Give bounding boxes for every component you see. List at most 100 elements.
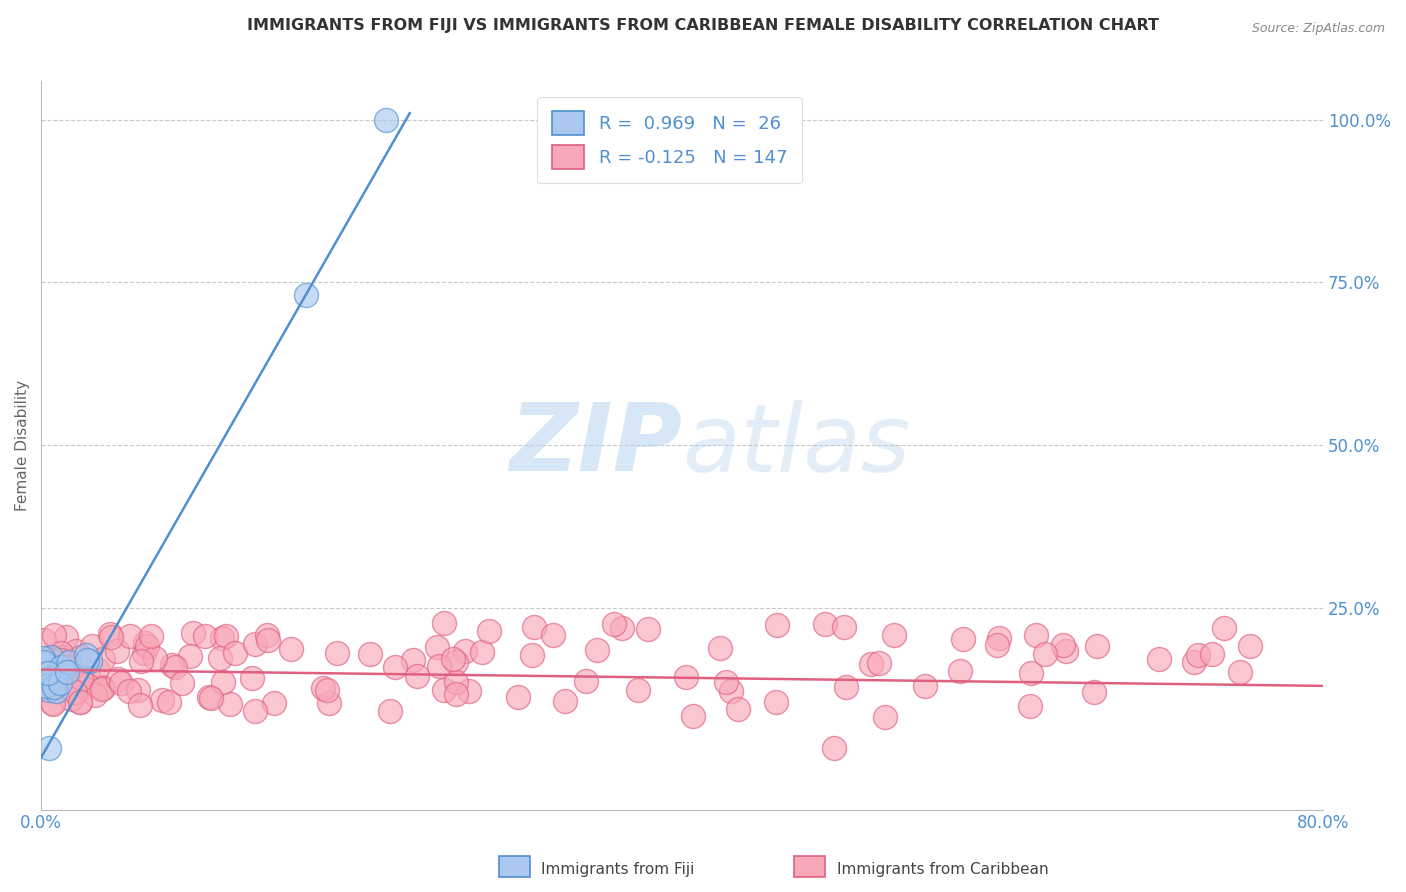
- Point: [91, 652, 114, 666]
- Legend: R =  0.969   N =  26, R = -0.125   N = 147: R = 0.969 N = 26, R = -0.125 N = 147: [537, 97, 801, 183]
- Point: [823, 740, 845, 755]
- Point: [883, 628, 905, 642]
- Point: [42, 675, 65, 690]
- Point: [384, 660, 406, 674]
- Point: [129, 698, 152, 712]
- Point: [402, 653, 425, 667]
- Point: [41, 696, 63, 710]
- Point: [766, 618, 789, 632]
- Point: [727, 702, 749, 716]
- Point: [49, 676, 72, 690]
- Point: [39, 671, 62, 685]
- Point: [457, 684, 479, 698]
- Point: [869, 656, 891, 670]
- Point: [75, 648, 97, 662]
- Point: [444, 687, 467, 701]
- Point: [120, 629, 142, 643]
- Point: [194, 629, 217, 643]
- Point: [44, 670, 66, 684]
- Point: [1019, 665, 1042, 680]
- Text: atlas: atlas: [682, 400, 910, 491]
- Point: [433, 683, 456, 698]
- Point: [44, 681, 66, 695]
- Point: [32, 656, 55, 670]
- Point: [441, 652, 464, 666]
- Point: [709, 640, 731, 655]
- Point: [212, 675, 235, 690]
- Point: [243, 637, 266, 651]
- Point: [60, 692, 83, 706]
- Point: [1052, 638, 1074, 652]
- Point: [374, 112, 396, 127]
- Point: [170, 676, 193, 690]
- Point: [49, 653, 72, 667]
- Point: [69, 696, 91, 710]
- Point: [165, 660, 187, 674]
- Point: [875, 710, 897, 724]
- Point: [44, 680, 66, 694]
- Point: [1018, 698, 1040, 713]
- Point: [682, 709, 704, 723]
- Point: [45, 684, 67, 698]
- Point: [77, 663, 100, 677]
- Point: [37, 665, 59, 680]
- Point: [35, 655, 58, 669]
- Point: [98, 626, 121, 640]
- Point: [139, 629, 162, 643]
- Point: [326, 646, 349, 660]
- Point: [478, 624, 501, 638]
- Point: [86, 662, 108, 676]
- Point: [91, 681, 114, 696]
- Point: [150, 693, 173, 707]
- Point: [765, 695, 787, 709]
- Point: [444, 655, 467, 669]
- Point: [834, 681, 856, 695]
- Point: [129, 654, 152, 668]
- Point: [58, 655, 80, 669]
- Point: [32, 651, 55, 665]
- Point: [63, 685, 86, 699]
- Point: [520, 648, 543, 663]
- Point: [914, 679, 936, 693]
- Point: [44, 675, 66, 690]
- Point: [160, 657, 183, 672]
- Point: [34, 656, 56, 670]
- Point: [59, 681, 82, 696]
- Point: [1083, 684, 1105, 698]
- Point: [118, 684, 141, 698]
- Point: [675, 670, 697, 684]
- Point: [214, 629, 236, 643]
- Point: [859, 657, 882, 671]
- Point: [1229, 665, 1251, 679]
- Point: [318, 697, 340, 711]
- Point: [1054, 644, 1077, 658]
- Point: [157, 695, 180, 709]
- Point: [110, 676, 132, 690]
- Point: [100, 630, 122, 644]
- Text: Source: ZipAtlas.com: Source: ZipAtlas.com: [1251, 22, 1385, 36]
- Point: [1213, 621, 1236, 635]
- Point: [427, 659, 450, 673]
- Point: [134, 636, 156, 650]
- Point: [454, 644, 477, 658]
- Point: [51, 650, 73, 665]
- Point: [637, 622, 659, 636]
- Point: [610, 621, 633, 635]
- Point: [813, 617, 835, 632]
- Point: [41, 678, 63, 692]
- Point: [69, 695, 91, 709]
- Point: [42, 697, 65, 711]
- Point: [1085, 639, 1108, 653]
- Point: [143, 650, 166, 665]
- Point: [240, 672, 263, 686]
- Point: [832, 620, 855, 634]
- Point: [986, 638, 1008, 652]
- Point: [316, 682, 339, 697]
- Point: [179, 649, 201, 664]
- Text: Immigrants from Fiji: Immigrants from Fiji: [541, 863, 695, 877]
- Point: [35, 662, 58, 676]
- Point: [105, 643, 128, 657]
- Point: [49, 646, 72, 660]
- Point: [83, 688, 105, 702]
- Point: [56, 665, 79, 679]
